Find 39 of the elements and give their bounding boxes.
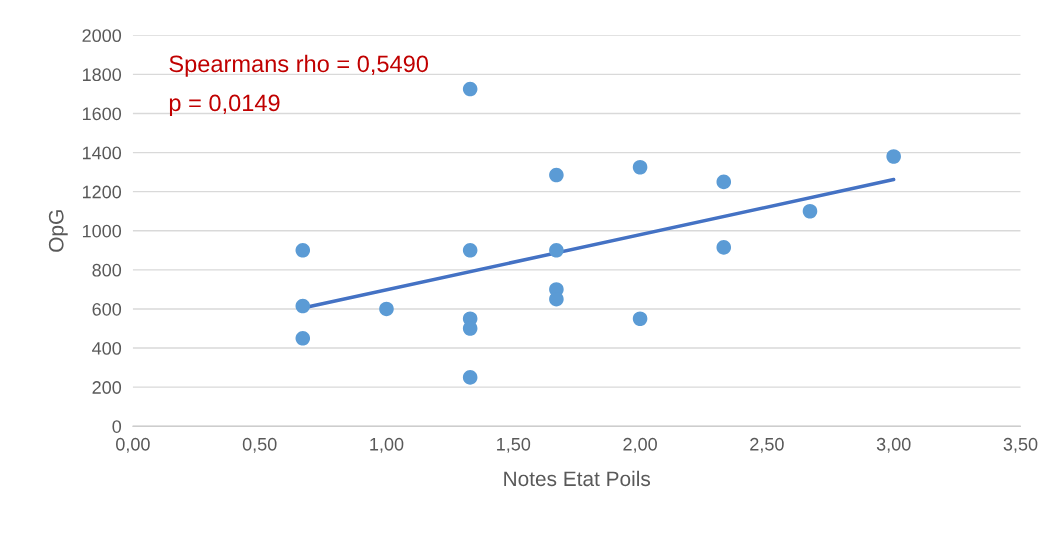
- x-tick-label: 2,50: [750, 437, 784, 453]
- annotation: p = 0,0149: [169, 94, 280, 116]
- point: [802, 203, 818, 219]
- x-tick-label: 0,50: [242, 437, 277, 453]
- point: [462, 81, 478, 97]
- x-axis-title: Notes Etat Poils: [504, 470, 651, 487]
- point: [462, 370, 478, 385]
- y-tick-label: 1600: [82, 107, 122, 121]
- point: [549, 167, 564, 183]
- point: [886, 149, 901, 164]
- point: [632, 311, 648, 327]
- x-tick-label: 1,50: [497, 437, 531, 453]
- point: [716, 240, 732, 255]
- x-tick-label: 3,00: [876, 437, 911, 453]
- point: [716, 174, 732, 190]
- y-tick-label: 400: [92, 342, 122, 355]
- point: [295, 298, 311, 314]
- y-tick-label: 0: [112, 420, 122, 433]
- y-tick-label: 200: [92, 381, 122, 394]
- y-tick-label: 1400: [82, 146, 122, 160]
- point: [462, 243, 478, 258]
- point: [462, 321, 478, 336]
- point: [295, 243, 311, 258]
- y-tick-label: 2000: [82, 29, 122, 43]
- point: [379, 301, 394, 317]
- x-tick-label: 0,00: [116, 437, 150, 453]
- y-axis-title: OpG: [48, 210, 68, 252]
- y-tick-label: 1800: [82, 68, 122, 82]
- point: [295, 331, 311, 346]
- point: [632, 159, 648, 175]
- y-tick-label: 800: [92, 263, 122, 277]
- x-tick-label: 1,00: [370, 437, 404, 453]
- point: [549, 243, 564, 258]
- x-tick-label: 2,00: [623, 437, 657, 453]
- x-tick-label: 3,50: [1003, 437, 1038, 453]
- y-tick-label: 1200: [82, 185, 122, 199]
- annotation: Spearmans rho = 0,5490: [169, 54, 429, 77]
- y-tick-label: 1000: [82, 224, 122, 238]
- y-tick-label: 600: [92, 302, 122, 316]
